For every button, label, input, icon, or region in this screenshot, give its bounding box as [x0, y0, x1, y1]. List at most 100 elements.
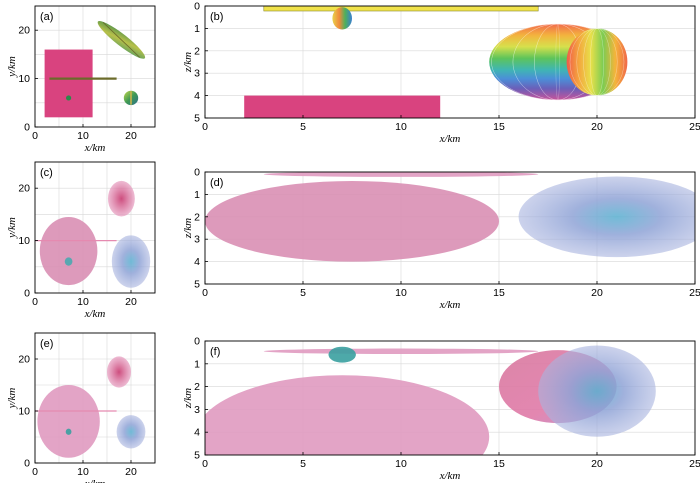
body-sphere: [566, 28, 628, 96]
x-tick-label: 15: [493, 121, 505, 133]
y-tick-label: 5: [194, 113, 200, 125]
anomaly-f-3: [263, 348, 539, 354]
x-tick-label: 10: [395, 287, 407, 299]
x-tick-label: 20: [591, 458, 603, 470]
panel-label: (d): [210, 177, 223, 189]
mesh-line: [576, 28, 618, 96]
anomaly-d-1: [518, 176, 695, 258]
x-tick-label: 10: [395, 121, 407, 133]
anomaly-f-0: [205, 375, 490, 455]
x-axis-label: x/km: [84, 142, 106, 154]
anomaly-f-2: [538, 345, 656, 437]
frame-d: [204, 171, 696, 285]
y-tick-label: 4: [194, 90, 200, 102]
body-prism: [244, 95, 441, 118]
panel-e: 0 10 20 0 10 20 x/km y/km (e): [6, 332, 156, 483]
x-tick-label: 0: [202, 458, 208, 470]
panel-label: (f): [210, 346, 220, 358]
bodies-f: [205, 345, 656, 455]
anomaly-e-2: [116, 415, 146, 449]
x-tick-label: 20: [125, 296, 137, 308]
bodies-e: [35, 356, 146, 458]
y-tick-label: 4: [194, 256, 200, 268]
body-thin-sheet: [263, 6, 539, 12]
y-tick-label: 20: [18, 183, 30, 195]
body-small-sphere: [66, 95, 72, 101]
y-tick-label: 10: [18, 406, 30, 418]
body-prism: [44, 49, 93, 118]
x-tick-label: 10: [77, 466, 89, 478]
anomaly-c-0: [39, 217, 98, 286]
x-tick-label: 10: [77, 130, 89, 142]
panel-a: 0 10 20 0 10 20 x/km y/km (a): [6, 5, 156, 154]
anomaly-f-4: [328, 346, 356, 363]
x-axis-label: x/km: [84, 308, 106, 320]
y-tick-label: 1: [194, 189, 200, 201]
x-tick-label: 25: [689, 287, 700, 299]
frame-a: [34, 5, 156, 128]
anomaly-d-0: [205, 180, 499, 262]
x-tick-label: 25: [689, 121, 700, 133]
y-tick-label: 0: [194, 1, 200, 13]
y-tick-label: 10: [18, 73, 30, 85]
ticks-c: 0 10 20 0 10 20: [18, 183, 137, 308]
anomaly-e-3: [65, 428, 72, 435]
x-axis-label: x/km: [84, 478, 106, 483]
x-tick-label: 5: [300, 458, 306, 470]
anomaly-d-2: [263, 172, 539, 177]
y-axis-label: y/km: [6, 217, 18, 239]
frame-e: [34, 332, 156, 464]
y-tick-label: 2: [194, 381, 200, 393]
y-tick-label: 0: [24, 122, 30, 134]
y-tick-label: 1: [194, 358, 200, 370]
y-tick-label: 0: [24, 288, 30, 300]
panel-c: 0 10 20 0 10 20 x/km y/km (c): [6, 161, 156, 320]
x-tick-label: 10: [395, 458, 407, 470]
mesh-line: [589, 28, 605, 96]
bodies-c: [35, 180, 151, 288]
anomaly-e-1: [107, 356, 131, 388]
bodies-b: [244, 6, 628, 118]
mesh-line: [569, 28, 625, 96]
anomaly-c-1: [107, 180, 135, 217]
y-tick-label: 3: [194, 68, 200, 80]
y-tick-label: 3: [194, 404, 200, 416]
bodies-a: [44, 20, 146, 118]
x-tick-label: 20: [591, 287, 603, 299]
x-tick-label: 15: [493, 458, 505, 470]
y-tick-label: 2: [194, 45, 200, 57]
y-tick-label: 2: [194, 211, 200, 223]
panel-label: (c): [40, 167, 53, 179]
x-tick-label: 15: [493, 287, 505, 299]
panel-label: (a): [40, 11, 53, 23]
x-tick-label: 20: [125, 130, 137, 142]
x-axis-label: x/km: [439, 470, 461, 482]
y-tick-label: 5: [194, 450, 200, 462]
mesh-line: [555, 23, 561, 101]
x-axis-label: x/km: [439, 299, 461, 311]
x-tick-label: 20: [591, 121, 603, 133]
x-tick-label: 5: [300, 121, 306, 133]
x-tick-label: 10: [77, 296, 89, 308]
y-tick-label: 0: [194, 336, 200, 348]
panel-label: (e): [40, 338, 53, 350]
ellipsoid-axis: [102, 22, 140, 58]
y-tick-label: 5: [194, 279, 200, 291]
x-tick-label: 0: [32, 296, 38, 308]
y-axis-label: z/km: [182, 52, 194, 73]
frame-b: [204, 5, 696, 119]
y-axis-label: y/km: [6, 56, 18, 78]
ticks-e: 0 10 20 0 10 20: [18, 354, 137, 479]
x-tick-label: 0: [32, 130, 38, 142]
x-tick-label: 20: [125, 466, 137, 478]
x-axis-label: x/km: [439, 133, 461, 145]
y-tick-label: 4: [194, 427, 200, 439]
y-tick-label: 10: [18, 235, 30, 247]
bodies-d: [205, 172, 695, 262]
x-tick-label: 25: [689, 458, 700, 470]
anomaly-c-2: [111, 235, 151, 288]
